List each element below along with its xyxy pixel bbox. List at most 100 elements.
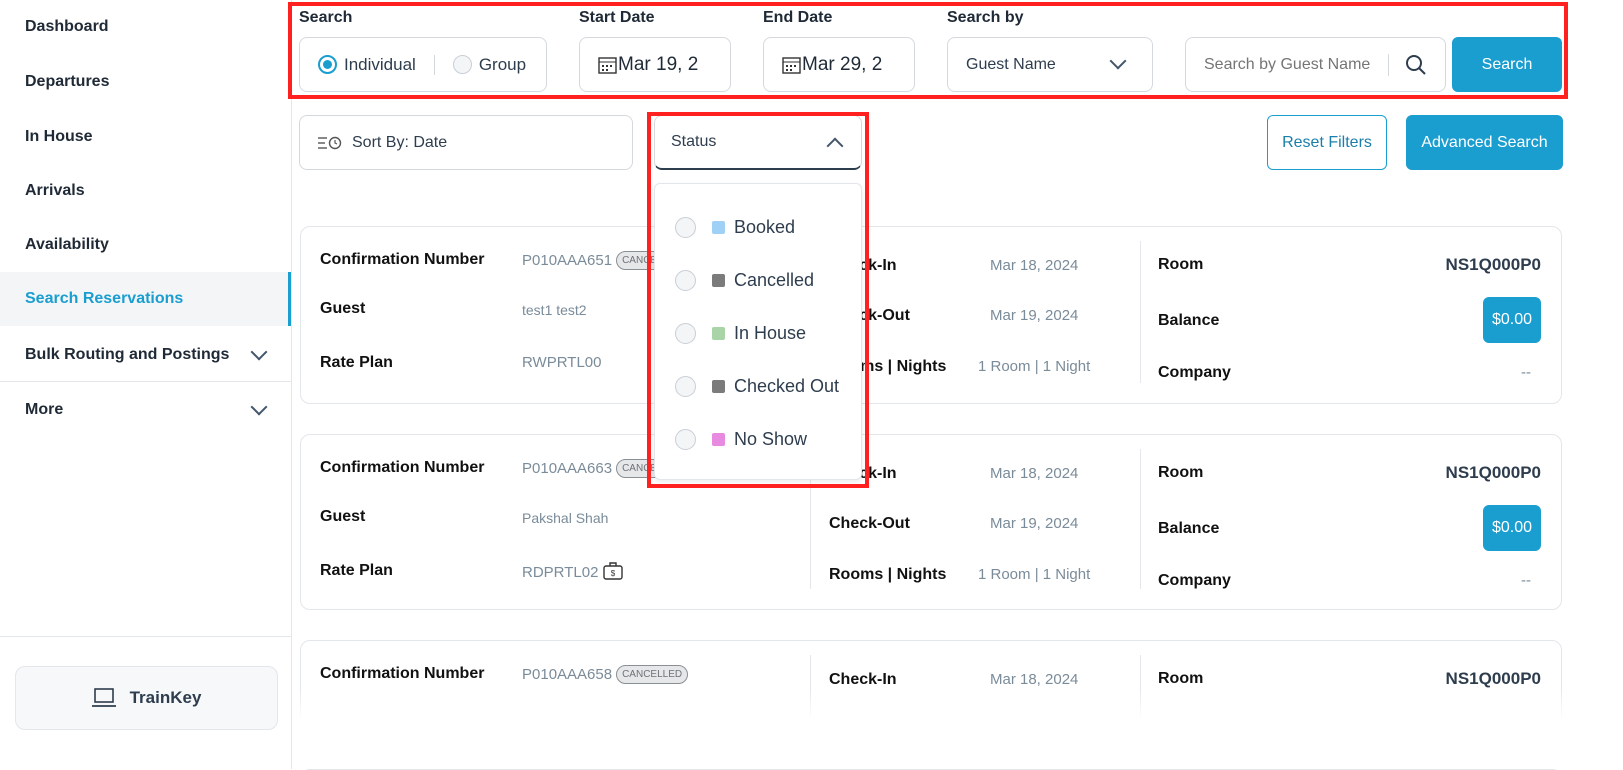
color-swatch bbox=[712, 433, 725, 446]
check-out-value: Mar 19, 2024 bbox=[990, 307, 1079, 324]
search-icon[interactable] bbox=[1405, 54, 1427, 76]
chevron-up-icon bbox=[826, 137, 844, 155]
conf-number[interactable]: P010AAA651 bbox=[522, 252, 613, 269]
color-swatch bbox=[712, 274, 725, 287]
search-by-value: Guest Name bbox=[966, 55, 1056, 73]
status-option-cancelled[interactable]: Cancelled bbox=[675, 270, 814, 291]
conf-label: Confirmation Number bbox=[320, 251, 485, 268]
sidebar-item-arrivals[interactable]: Arrivals bbox=[0, 164, 291, 218]
chevron-down-icon bbox=[1109, 52, 1127, 70]
rate-plan-value: RWPRTL00 bbox=[522, 354, 601, 371]
radio[interactable] bbox=[675, 323, 696, 344]
rate-plan-code: RWPRTL00 bbox=[522, 354, 602, 371]
start-date-value: Mar 19, 2 bbox=[618, 53, 699, 75]
room-label: Room bbox=[1158, 464, 1204, 481]
label: In House bbox=[25, 128, 93, 145]
status-option-in-house[interactable]: In House bbox=[675, 323, 806, 344]
conf-label: Confirmation Number bbox=[320, 665, 485, 682]
calendar-icon bbox=[782, 56, 801, 74]
reservation-card[interactable]: Confirmation Number P010AAA651 CANCELLED Gu… bbox=[300, 226, 1562, 404]
end-date-value: Mar 29, 2 bbox=[802, 53, 883, 75]
radio[interactable] bbox=[675, 429, 696, 450]
sidebar-item-bulk-routing[interactable]: Bulk Routing and Postings bbox=[0, 328, 291, 382]
search-button[interactable]: Search bbox=[1452, 37, 1562, 92]
search-by-select[interactable]: Guest Name bbox=[947, 37, 1153, 92]
label: Arrivals bbox=[25, 182, 85, 199]
end-date-label: End Date bbox=[763, 9, 833, 26]
divider bbox=[810, 449, 811, 589]
reset-filters-button[interactable]: Reset Filters bbox=[1267, 115, 1387, 170]
check-in-label: Check-In bbox=[829, 671, 897, 688]
rate-plan-code: RDPRTL02 bbox=[522, 564, 599, 581]
balance-button[interactable]: $0.00 bbox=[1483, 297, 1541, 343]
check-in-value: Mar 18, 2024 bbox=[990, 257, 1079, 274]
company-label: Company bbox=[1158, 572, 1231, 589]
label: Search Reservations bbox=[25, 290, 184, 307]
balance-button[interactable]: $0.00 bbox=[1483, 505, 1541, 551]
rate-plan-label: Rate Plan bbox=[320, 354, 393, 371]
rate-briefcase-icon: $ bbox=[602, 562, 623, 580]
company-value: -- bbox=[1521, 364, 1531, 381]
sort-by-label: Sort By: Date bbox=[352, 133, 448, 151]
rate-plan-value: RDPRTL02 $ bbox=[522, 562, 623, 581]
trainkey-button[interactable]: TrainKey bbox=[15, 666, 278, 730]
check-out-label: Check-Out bbox=[829, 515, 910, 532]
color-swatch bbox=[712, 221, 725, 234]
radio[interactable] bbox=[675, 217, 696, 238]
individual-radio[interactable] bbox=[318, 55, 337, 74]
search-type-group: Individual Group bbox=[299, 37, 547, 92]
trainkey-label: TrainKey bbox=[129, 688, 202, 707]
label: Availability bbox=[25, 236, 109, 253]
divider bbox=[1140, 449, 1141, 589]
sidebar-item-search-reservations[interactable]: Search Reservations bbox=[0, 272, 291, 326]
radio[interactable] bbox=[675, 376, 696, 397]
conf-value[interactable]: P010AAA658 CANCELLED bbox=[522, 665, 689, 684]
group-label: Group bbox=[478, 54, 527, 74]
sidebar-item-dashboard[interactable]: Dashboard bbox=[0, 0, 291, 54]
color-swatch bbox=[712, 380, 725, 393]
status-dropdown[interactable]: Status bbox=[654, 115, 862, 170]
reservation-card[interactable]: Confirmation Number P010AAA663 CANCELLED Gu… bbox=[300, 434, 1562, 610]
search-label: Search bbox=[299, 9, 353, 26]
sort-by-dropdown[interactable]: Sort By: Date bbox=[299, 115, 633, 170]
rate-plan-label: Rate Plan bbox=[320, 562, 393, 579]
label: Departures bbox=[25, 73, 110, 90]
status-option-no-show[interactable]: No Show bbox=[675, 429, 807, 450]
group-radio[interactable] bbox=[452, 55, 472, 74]
search-text-field[interactable] bbox=[1204, 55, 1384, 74]
label: Bulk Routing and Postings bbox=[25, 346, 230, 363]
rooms-nights-value: 1 Room | 1 Night bbox=[978, 358, 1091, 375]
conf-number[interactable]: P010AAA658 bbox=[522, 666, 613, 683]
advanced-search-button[interactable]: Advanced Search bbox=[1406, 115, 1563, 170]
conf-number[interactable]: P010AAA663 bbox=[522, 460, 613, 477]
sidebar-item-more[interactable]: More bbox=[0, 383, 291, 437]
sidebar-item-in-house[interactable]: In House bbox=[0, 110, 291, 164]
start-date-input[interactable]: Mar 19, 2 bbox=[579, 37, 731, 92]
option-label: In House bbox=[734, 323, 807, 343]
sidebar-item-departures[interactable]: Departures bbox=[0, 55, 291, 109]
company-value: -- bbox=[1521, 572, 1531, 589]
guest-label: Guest bbox=[320, 508, 366, 525]
conf-label: Confirmation Number bbox=[320, 459, 485, 476]
radio[interactable] bbox=[675, 270, 696, 291]
room-value: NS1Q000P0 bbox=[1445, 669, 1541, 688]
divider bbox=[1388, 53, 1389, 76]
status-option-checked-out[interactable]: Checked Out bbox=[675, 376, 839, 397]
sidebar-item-availability[interactable]: Availability bbox=[0, 218, 291, 272]
individual-label: Individual bbox=[344, 54, 416, 74]
status-option-booked[interactable]: Booked bbox=[675, 217, 795, 238]
label: More bbox=[25, 401, 64, 418]
room-value: NS1Q000P0 bbox=[1445, 255, 1541, 274]
room-label: Room bbox=[1158, 256, 1204, 273]
calendar-icon bbox=[598, 56, 617, 74]
end-date-input[interactable]: Mar 29, 2 bbox=[763, 37, 915, 92]
check-out-value: Mar 19, 2024 bbox=[990, 515, 1079, 532]
svg-text:$: $ bbox=[610, 569, 615, 578]
option-label: Checked Out bbox=[734, 376, 840, 396]
sidebar: Dashboard Departures In House Arrivals A… bbox=[0, 0, 292, 769]
check-in-value: Mar 18, 2024 bbox=[990, 465, 1079, 482]
sort-clock-icon bbox=[318, 136, 342, 149]
status-badge: CANCELLED bbox=[616, 665, 689, 684]
search-input[interactable] bbox=[1185, 37, 1446, 92]
status-label: Status bbox=[671, 133, 717, 150]
